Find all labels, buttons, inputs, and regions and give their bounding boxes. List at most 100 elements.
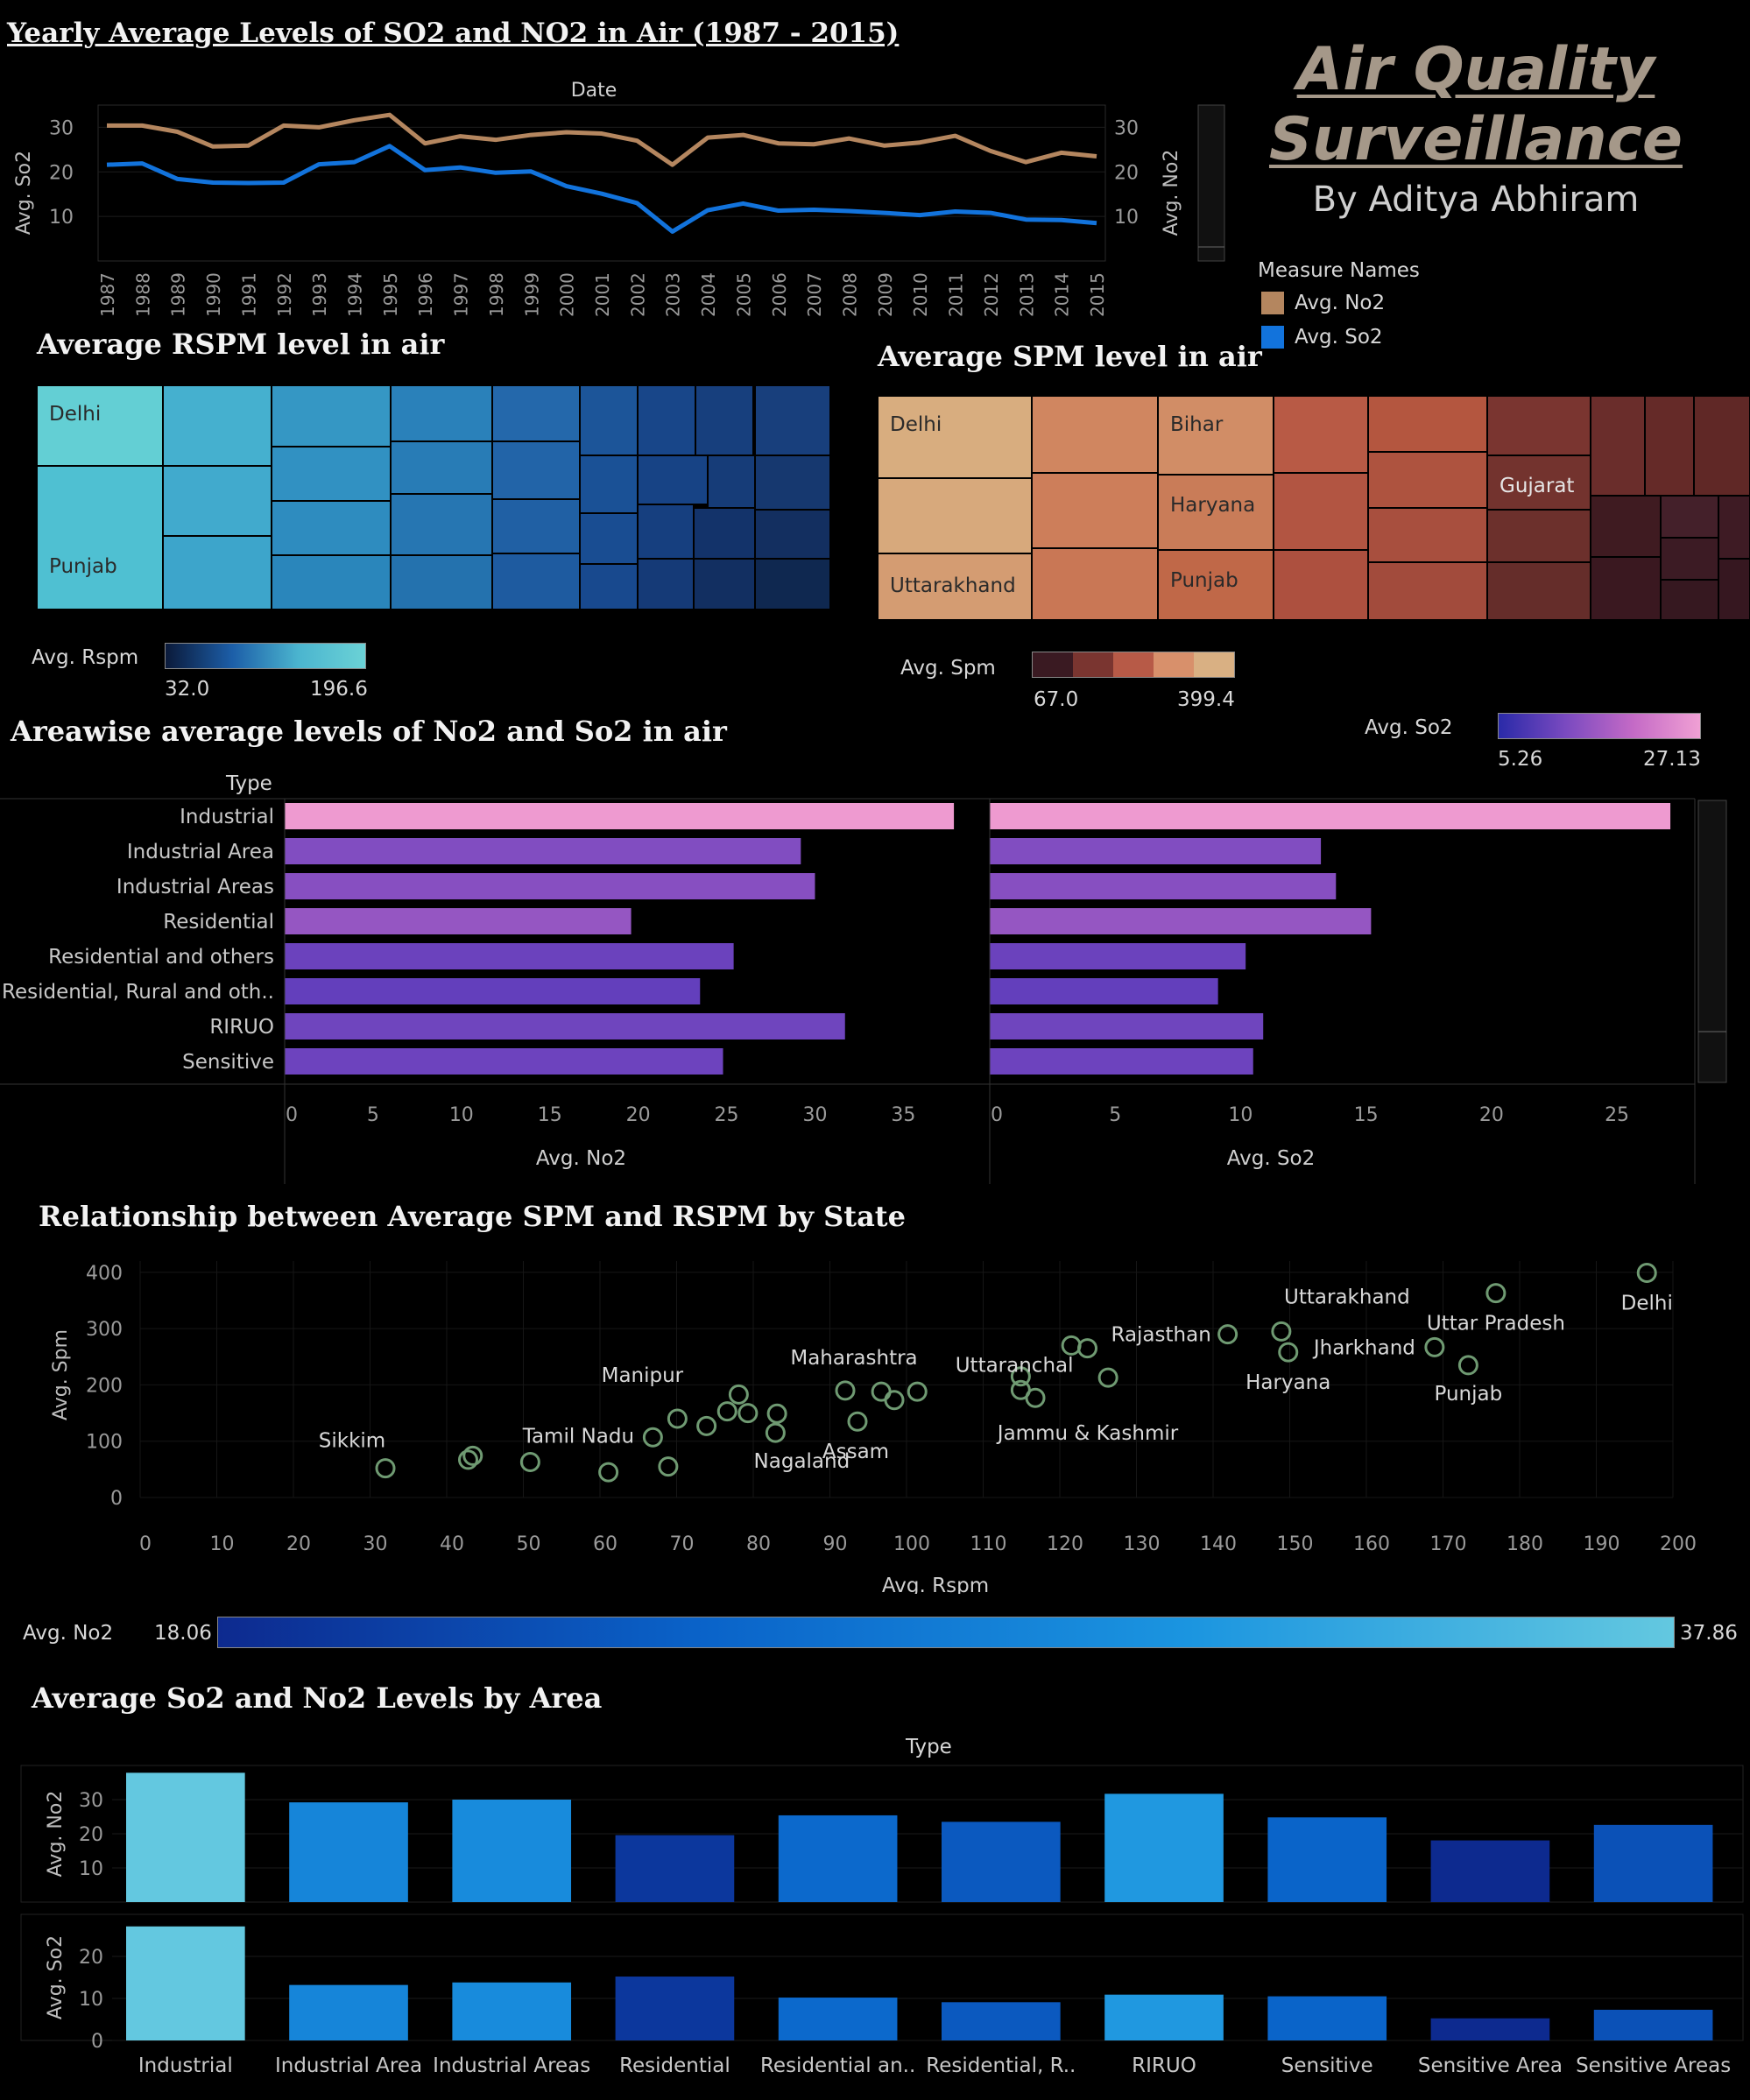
line-xtick: 2015 bbox=[1087, 272, 1108, 317]
vbar-category-label: Residential an.. bbox=[760, 2054, 915, 2077]
treemap-cell bbox=[492, 553, 580, 610]
vbar-so2-bar bbox=[1430, 2018, 1550, 2040]
hbar-so2-tick: 10 bbox=[1228, 1104, 1253, 1126]
line-ylabel-left: Avg. So2 bbox=[13, 151, 35, 235]
line-plot-area bbox=[97, 104, 1106, 262]
line-xtick: 1987 bbox=[97, 272, 118, 317]
scatter-point bbox=[462, 1445, 483, 1466]
hbar-no2-tick: 15 bbox=[538, 1104, 562, 1126]
scatter-point-label: Rajasthan bbox=[1111, 1324, 1210, 1347]
line-xtick: 2009 bbox=[875, 272, 896, 317]
line-xtick: 2012 bbox=[981, 272, 1002, 317]
hbar-no2-bar bbox=[285, 1013, 845, 1039]
line-xtick: 2006 bbox=[769, 272, 790, 317]
treemap-cell bbox=[1032, 396, 1158, 473]
treemap-cell bbox=[1591, 557, 1661, 620]
line-xlabel: Date bbox=[571, 80, 617, 102]
scatter-xtick: 180 bbox=[1507, 1533, 1543, 1555]
scatter-point bbox=[1485, 1283, 1507, 1304]
line-ytick-left: 30 bbox=[49, 117, 74, 139]
treemap-cell bbox=[1158, 396, 1274, 475]
treemap-label-punjab: Punjab bbox=[1170, 569, 1238, 592]
spm-legend-min: 67.0 bbox=[1034, 688, 1079, 711]
hbar-no2-xlabel: Avg. No2 bbox=[536, 1147, 626, 1170]
vbar-so2-bar bbox=[942, 2002, 1061, 2040]
scatter-xtick: 140 bbox=[1200, 1533, 1237, 1555]
line-xtick: 1997 bbox=[451, 272, 472, 317]
vbar-so2-bar bbox=[452, 1982, 572, 2040]
treemap-label-gujarat: Gujarat bbox=[1499, 475, 1575, 497]
line-xtick: 1993 bbox=[309, 272, 330, 317]
scatter-xtick: 20 bbox=[286, 1533, 311, 1555]
scatter-point bbox=[1636, 1263, 1657, 1283]
hbar-no2-tick: 30 bbox=[802, 1104, 827, 1126]
treemap-cell bbox=[272, 385, 391, 447]
spm-legend-bar bbox=[1032, 652, 1235, 678]
hbar-no2-bar bbox=[285, 978, 701, 1004]
vbar-no2-ytick: 20 bbox=[79, 1824, 103, 1846]
treemap-cell bbox=[1158, 550, 1274, 620]
treemap-cell bbox=[755, 559, 830, 610]
spm-legend-max: 399.4 bbox=[1177, 688, 1235, 711]
scatter-point bbox=[835, 1380, 856, 1401]
area-legend-min: 5.26 bbox=[1498, 748, 1543, 771]
line-ytick-right: 30 bbox=[1114, 117, 1139, 139]
treemap-cell bbox=[1661, 496, 1718, 538]
scatter-point bbox=[728, 1384, 749, 1405]
scatter-point-label: Haryana bbox=[1245, 1371, 1330, 1394]
treemap-cell bbox=[580, 455, 638, 513]
vbar-no2-bar bbox=[778, 1815, 898, 1902]
scatter-xtick: 0 bbox=[139, 1533, 152, 1555]
hbar-no2-tick: 25 bbox=[715, 1104, 739, 1126]
line-xtick: 2001 bbox=[592, 272, 613, 317]
scatter-point-label: Manipur bbox=[602, 1364, 684, 1387]
hbar-category-label: Industrial bbox=[180, 806, 274, 828]
treemap-cell bbox=[638, 504, 694, 559]
treemap-cell bbox=[1368, 508, 1487, 562]
vbar-no2-bar bbox=[1593, 1824, 1713, 1902]
scatter-ytick: 400 bbox=[86, 1263, 123, 1285]
vbar-no2-bar bbox=[452, 1800, 572, 1902]
scatter-xtick: 70 bbox=[670, 1533, 695, 1555]
bottom-bar-chart: 10 20 30 Avg. No2 0 10 20 Avg. So2 Industrial Ind… bbox=[20, 1765, 1744, 2077]
scatter-xtick: 130 bbox=[1124, 1533, 1161, 1555]
hbar-no2-bar bbox=[285, 838, 801, 864]
line-ylabel-right: Avg. No2 bbox=[1161, 150, 1182, 236]
rspm-legend-label: Avg. Rspm bbox=[32, 646, 139, 669]
vbar-no2-bar bbox=[1104, 1793, 1224, 1902]
scatter-point-label: Uttar Pradesh bbox=[1427, 1313, 1565, 1335]
treemap-cell bbox=[37, 385, 163, 466]
scatter-point bbox=[766, 1403, 787, 1424]
vbar-category-label: Industrial Areas bbox=[433, 2054, 590, 2077]
vbar-no2-bar bbox=[289, 1802, 408, 1902]
area-legend-label: Avg. So2 bbox=[1365, 716, 1453, 739]
vbar-no2-ylabel: Avg. No2 bbox=[45, 1791, 67, 1878]
scatter-point bbox=[1457, 1355, 1478, 1376]
scatter-point bbox=[737, 1403, 759, 1424]
area-bars-title: Areawise average levels of No2 and So2 i… bbox=[11, 715, 727, 748]
hbar-scrollbar bbox=[1697, 800, 1727, 1083]
hbar-category-label: Sensitive bbox=[182, 1051, 274, 1074]
scatter-xtick: 170 bbox=[1430, 1533, 1467, 1555]
hbar-category-label: Residential, Rural and oth.. bbox=[2, 981, 274, 1004]
vbar-so2-bar bbox=[615, 1977, 735, 2040]
treemap-cell bbox=[391, 555, 492, 610]
vbar-no2-bar bbox=[942, 1822, 1061, 1902]
scatter-title: Relationship between Average SPM and RSP… bbox=[39, 1200, 906, 1233]
line-xtick: 1995 bbox=[380, 272, 401, 317]
treemap-cell bbox=[1661, 538, 1718, 580]
brand-title-line1: Air Quality bbox=[1296, 35, 1655, 104]
treemap-label-delhi: Delhi bbox=[890, 413, 942, 436]
area-legend-max: 27.13 bbox=[1643, 748, 1701, 771]
scatter-point bbox=[458, 1449, 478, 1470]
legend-no2-swatch bbox=[1261, 292, 1284, 314]
hbar-so2-bar bbox=[990, 1013, 1264, 1039]
treemap-cell bbox=[1694, 396, 1750, 496]
treemap-cell bbox=[492, 441, 580, 499]
line-ytick-left: 10 bbox=[49, 207, 74, 229]
treemap-label-uttarakhand: Uttarakhand bbox=[890, 574, 1016, 597]
legend-so2-swatch bbox=[1261, 326, 1284, 349]
area-type-header: Type bbox=[226, 772, 272, 795]
hbar-no2-tick: 10 bbox=[449, 1104, 474, 1126]
vbar-category-label: Residential bbox=[619, 2054, 730, 2077]
